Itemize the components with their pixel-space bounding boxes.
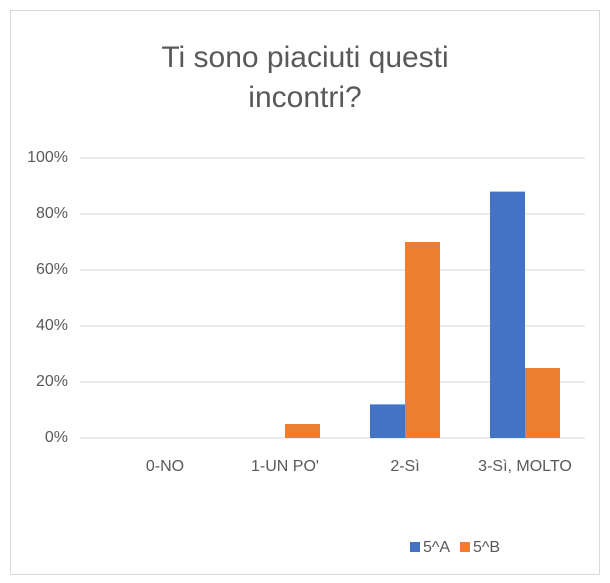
y-tick-label: 20% bbox=[36, 373, 68, 390]
legend-swatch bbox=[460, 542, 470, 552]
x-tick-label: 2-Sì bbox=[390, 458, 420, 475]
legend-label: 5^A bbox=[423, 539, 450, 556]
bar bbox=[405, 242, 440, 438]
bar bbox=[370, 404, 405, 438]
y-tick-label: 100% bbox=[27, 149, 68, 166]
x-tick-label: 1-UN PO' bbox=[251, 458, 319, 475]
y-tick-label: 80% bbox=[36, 205, 68, 222]
bar bbox=[525, 368, 560, 438]
y-tick-label: 0% bbox=[45, 429, 68, 446]
legend-label: 5^B bbox=[473, 539, 500, 556]
y-tick-label: 60% bbox=[36, 261, 68, 278]
bar bbox=[490, 191, 525, 438]
x-tick-label: 3-Sì, MOLTO bbox=[478, 458, 572, 475]
y-tick-label: 40% bbox=[36, 317, 68, 334]
x-tick-label: 0-NO bbox=[145, 458, 185, 475]
bar bbox=[285, 424, 320, 438]
legend-swatch bbox=[410, 542, 420, 552]
chart-title: Ti sono piaciuti questi incontri? bbox=[161, 41, 449, 114]
